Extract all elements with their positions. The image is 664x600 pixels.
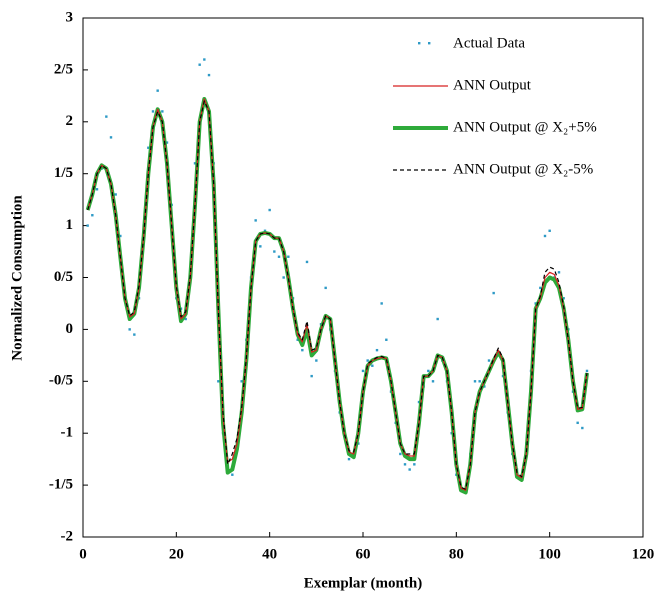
data-point <box>165 141 169 144</box>
legend-swatch <box>428 42 431 45</box>
data-point <box>366 359 369 362</box>
data-point <box>193 162 197 165</box>
y-tick-label: -0/5 <box>49 373 73 389</box>
data-point <box>156 89 159 92</box>
y-tick-label: -1/5 <box>49 477 73 493</box>
data-point <box>119 234 122 238</box>
data-point <box>287 255 290 258</box>
data-point <box>95 188 99 191</box>
data-point <box>109 136 113 139</box>
y-tick-label: -1 <box>61 425 74 441</box>
y-tick-label: 0 <box>66 321 74 337</box>
data-point <box>254 219 257 222</box>
y-tick-label: 1/5 <box>54 165 73 181</box>
y-tick-label: 1 <box>66 217 74 233</box>
legend-label: ANN Output @ X₂+5% <box>453 119 597 135</box>
data-point <box>487 359 491 362</box>
y-axis-label: Normalized Consumption <box>9 195 25 361</box>
data-point <box>557 271 561 274</box>
series-line <box>85 97 589 495</box>
data-point <box>301 348 304 352</box>
legend-label: Actual Data <box>453 35 525 51</box>
x-tick-label: 120 <box>632 546 655 562</box>
data-point <box>268 208 271 212</box>
data-point <box>347 457 351 461</box>
data-point <box>259 245 262 248</box>
data-point <box>371 364 374 367</box>
data-point <box>431 380 435 383</box>
data-point <box>91 214 94 217</box>
data-point <box>562 297 565 300</box>
data-point <box>385 338 388 341</box>
series-line <box>87 100 588 490</box>
data-point <box>133 333 136 336</box>
y-tick-label: 3 <box>66 9 74 25</box>
data-point <box>399 452 402 456</box>
data-point <box>581 426 584 430</box>
data-point <box>427 369 430 373</box>
data-point <box>534 302 537 305</box>
data-point <box>473 380 477 383</box>
data-point <box>310 374 313 378</box>
data-point <box>585 369 589 373</box>
x-axis-label: Exemplar (month) <box>304 575 422 591</box>
x-tick-label: 40 <box>262 546 277 562</box>
data-point <box>231 473 234 476</box>
data-point <box>161 110 164 113</box>
data-point <box>198 63 201 66</box>
plot-frame <box>82 17 644 538</box>
y-tick-label: 2/5 <box>54 61 73 77</box>
legend-swatch <box>418 42 421 45</box>
y-tick-label: 0/5 <box>54 269 73 285</box>
data-point <box>361 369 365 373</box>
data-point <box>203 58 206 61</box>
data-point <box>543 234 547 238</box>
data-point <box>273 250 276 253</box>
data-point <box>296 338 299 341</box>
data-point <box>105 115 108 118</box>
data-point <box>263 229 267 232</box>
data-point <box>539 286 542 290</box>
data-point <box>114 193 117 196</box>
x-tick-label: 100 <box>538 546 561 562</box>
data-point <box>548 229 551 232</box>
y-tick-label: -2 <box>61 528 74 544</box>
data-point <box>151 110 155 113</box>
data-point <box>217 380 220 383</box>
data-point <box>403 463 407 466</box>
data-point <box>207 73 211 77</box>
data-point <box>436 317 439 321</box>
legend-label: ANN Output <box>453 77 532 93</box>
data-point <box>417 400 421 404</box>
data-point <box>413 463 416 466</box>
x-tick-label: 80 <box>449 546 464 562</box>
data-point <box>282 276 285 279</box>
data-point <box>576 421 579 425</box>
data-point <box>483 385 486 388</box>
x-tick-label: 0 <box>79 546 87 562</box>
data-point <box>147 146 150 149</box>
data-point <box>128 328 131 331</box>
y-tick-label: 2 <box>66 113 74 129</box>
data-point <box>380 302 383 305</box>
data-point <box>277 255 281 258</box>
data-point <box>86 224 89 227</box>
data-point <box>315 359 318 362</box>
data-point <box>375 348 379 352</box>
data-point <box>492 291 495 295</box>
legend-label: ANN Output @ X₂-5% <box>453 161 593 177</box>
data-point <box>305 260 309 264</box>
data-point <box>408 468 411 471</box>
data-point <box>324 286 327 290</box>
data-point <box>240 380 243 383</box>
x-tick-label: 60 <box>356 546 371 562</box>
data-point <box>478 380 481 383</box>
x-tick-label: 20 <box>169 546 184 562</box>
data-point <box>184 317 187 321</box>
